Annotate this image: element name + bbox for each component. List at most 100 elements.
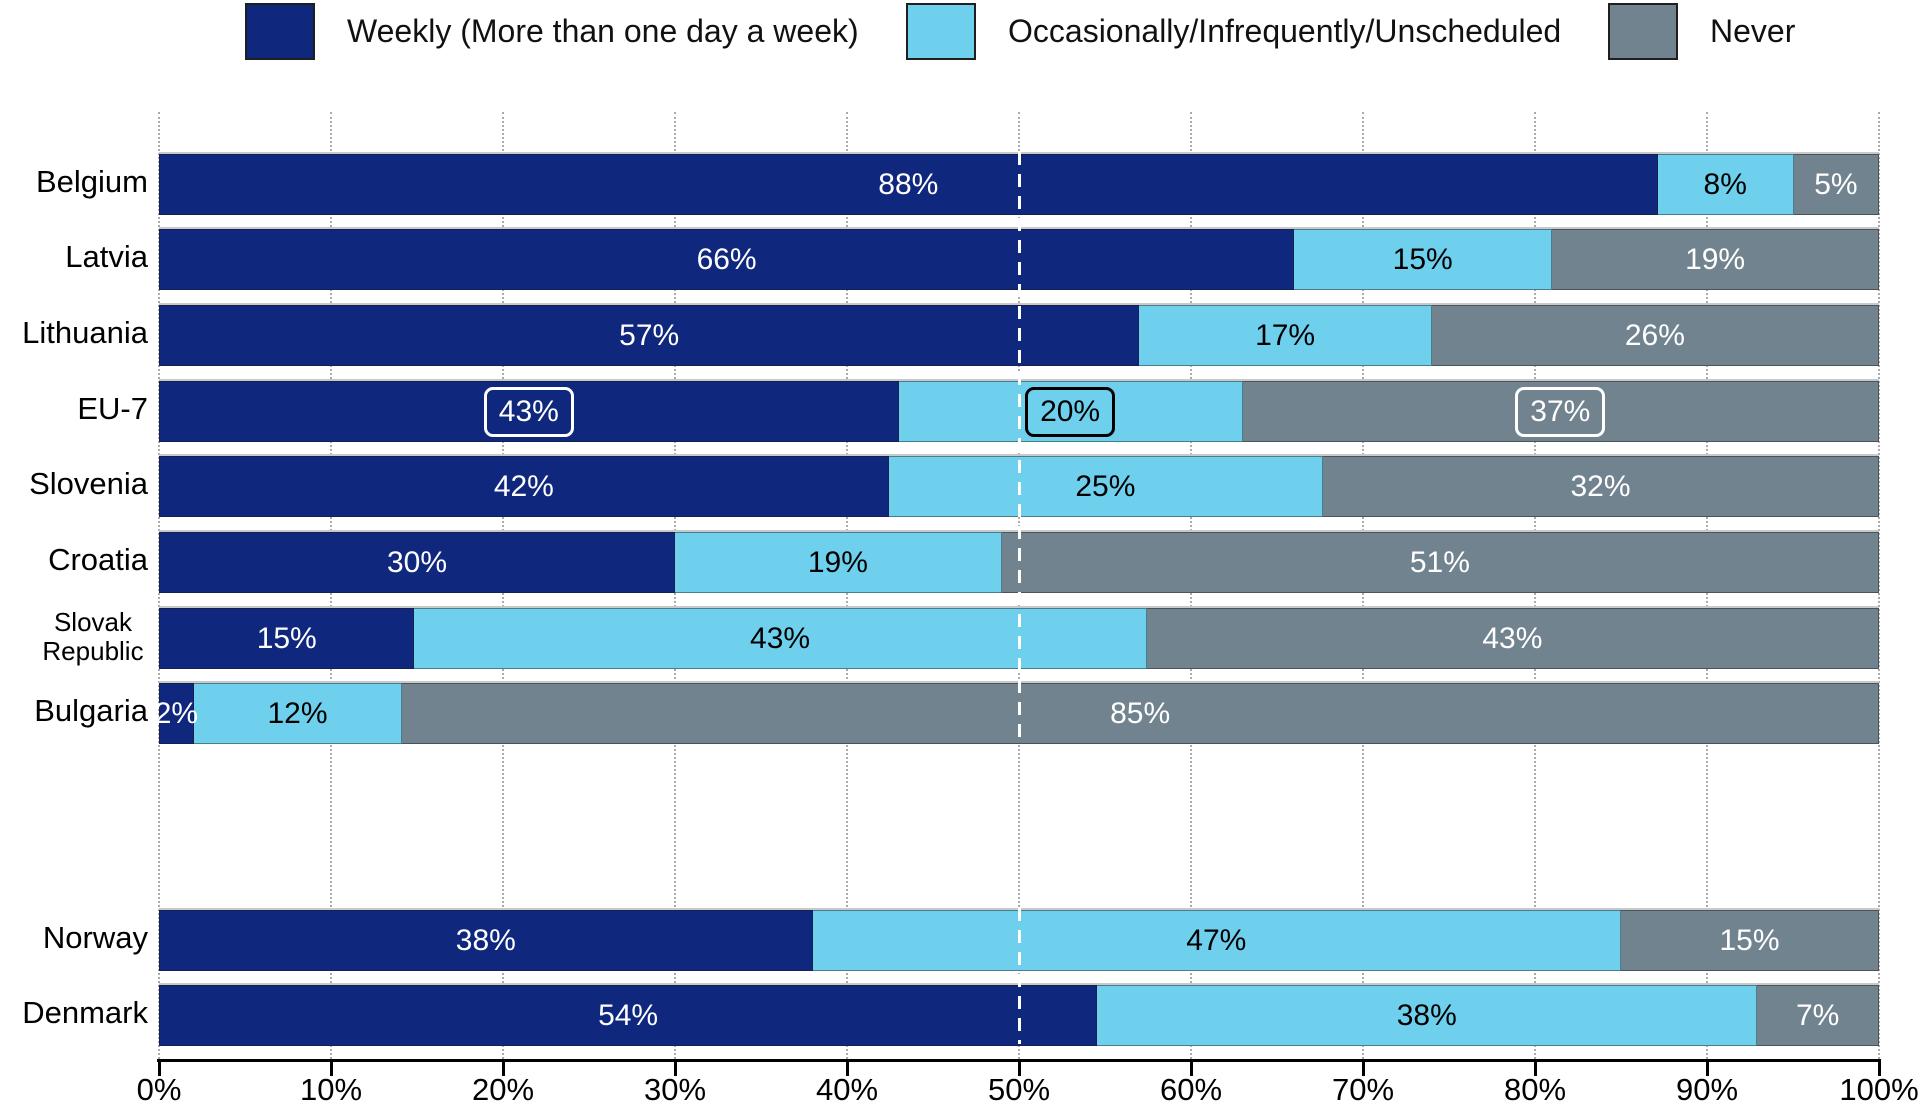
category-label-lithuania: Lithuania xyxy=(22,315,148,351)
bar-segment-eu-7-never: 37% xyxy=(1242,381,1879,442)
bar-latvia: 66% 15% 19% xyxy=(159,227,1879,290)
bar-segment-denmark-never: 7% xyxy=(1757,985,1879,1046)
bar-value-label: 26% xyxy=(1624,318,1685,352)
axis-tick xyxy=(673,1059,677,1076)
axis-tick xyxy=(1533,1059,1537,1076)
category-label-eu-7: EU-7 xyxy=(77,391,148,427)
bar-segment-slovak-republic-occasionally: 43% xyxy=(414,608,1147,669)
bar-value-label: 17% xyxy=(1255,318,1316,352)
bar-segment-belgium-weekly-: 88% xyxy=(159,154,1658,215)
legend-label-occasionally: Occasionally/Infrequently/Unscheduled xyxy=(1008,12,1562,49)
bar-value-label: 47% xyxy=(1186,923,1247,957)
bar-segment-lithuania-weekly-: 57% xyxy=(159,305,1140,366)
boxed-value-label: 20% xyxy=(1025,386,1116,437)
bar-value-label: 54% xyxy=(598,998,659,1032)
category-label-slovak-republic: Slovak Republic xyxy=(42,606,144,666)
bar-segment-slovak-republic-never: 43% xyxy=(1146,608,1879,669)
bar-value-label: 42% xyxy=(493,469,554,503)
axis-tick-label: 60% xyxy=(1159,1072,1223,1107)
bar-value-label: 38% xyxy=(1396,998,1457,1032)
bar-segment-croatia-weekly-: 30% xyxy=(159,532,675,593)
legend-label-weekly: Weekly (More than one day a week) xyxy=(347,12,859,49)
bar-slovak-republic: 15% 43% 43% xyxy=(159,606,1879,669)
bar-segment-bulgaria-weekly-: 2% xyxy=(154,683,199,744)
bar-segment-slovenia-weekly-: 42% xyxy=(159,456,889,517)
axis-tick xyxy=(157,1059,161,1076)
bar-segment-lithuania-never: 26% xyxy=(1431,305,1879,366)
bar-belgium: 88% 8% 5% xyxy=(159,152,1879,215)
axis-tick xyxy=(845,1059,849,1076)
bar-value-label: 15% xyxy=(1392,242,1453,276)
axis-tick-label: 50% xyxy=(987,1072,1051,1107)
reference-line-segment xyxy=(1017,908,1021,1044)
bar-segment-eu-7-weekly-: 43% xyxy=(159,381,899,442)
category-label-croatia: Croatia xyxy=(48,542,148,578)
legend-item-occasionally: Occasionally/Infrequently/Unscheduled xyxy=(906,0,1561,62)
axis-tick-label: 80% xyxy=(1503,1072,1567,1107)
category-label-norway: Norway xyxy=(42,920,148,956)
legend-swatch-occasionally xyxy=(906,2,976,60)
category-label-belgium: Belgium xyxy=(36,164,148,200)
bar-value-label: 37% xyxy=(1243,382,1878,441)
bar-value-label: 43% xyxy=(160,382,898,441)
category-label-latvia: Latvia xyxy=(65,239,148,275)
axis-tick-label: 40% xyxy=(815,1072,879,1107)
bar-segment-slovenia-never: 32% xyxy=(1323,456,1879,517)
bar-value-label: 15% xyxy=(256,621,317,655)
boxed-value-label: 37% xyxy=(1515,386,1606,437)
axis-tick-label: 90% xyxy=(1675,1072,1739,1107)
axis-tick xyxy=(1705,1059,1709,1076)
bar-segment-bulgaria-occasionally: 12% xyxy=(193,683,403,744)
bar-value-label: 20% xyxy=(899,382,1242,441)
axis-tick-label: 10% xyxy=(299,1072,363,1107)
bar-value-label: 32% xyxy=(1570,469,1631,503)
bar-segment-bulgaria-never: 85% xyxy=(402,683,1879,744)
reference-line-segment xyxy=(1017,152,1021,742)
category-label-bulgaria: Bulgaria xyxy=(34,693,148,729)
bar-segment-denmark-weekly-: 54% xyxy=(159,985,1098,1046)
bar-segment-eu-7-occasionally: 20% xyxy=(898,381,1243,442)
axis-tick-label: 100% xyxy=(1839,1072,1919,1107)
bar-value-label: 19% xyxy=(1685,242,1746,276)
bar-segment-lithuania-occasionally: 17% xyxy=(1139,305,1432,366)
bar-value-label: 88% xyxy=(878,167,939,201)
boxed-value-label: 43% xyxy=(483,386,574,437)
category-label-denmark: Denmark xyxy=(22,995,148,1031)
axis-tick xyxy=(329,1059,333,1076)
bar-segment-belgium-never: 5% xyxy=(1793,154,1879,215)
legend-swatch-weekly xyxy=(245,2,315,60)
bar-segment-norway-never: 15% xyxy=(1621,910,1879,971)
bar-segment-latvia-never: 19% xyxy=(1552,229,1879,290)
bar-value-label: 2% xyxy=(154,696,199,730)
bar-value-label: 15% xyxy=(1719,923,1780,957)
axis-tick xyxy=(1189,1059,1193,1076)
axis-tick-label: 0% xyxy=(136,1072,182,1107)
category-label-slovenia: Slovenia xyxy=(29,466,148,502)
bar-value-label: 25% xyxy=(1075,469,1136,503)
bar-value-label: 19% xyxy=(807,545,868,579)
legend-item-weekly: Weekly (More than one day a week) xyxy=(245,0,859,62)
bar-value-label: 85% xyxy=(1110,696,1171,730)
bar-segment-latvia-occasionally: 15% xyxy=(1294,229,1553,290)
bar-segment-croatia-never: 51% xyxy=(1001,532,1879,593)
axis-tick xyxy=(1877,1059,1881,1076)
bar-value-label: 66% xyxy=(696,242,757,276)
gridline xyxy=(1878,112,1880,1059)
axis-tick-label: 70% xyxy=(1331,1072,1395,1107)
bar-value-label: 7% xyxy=(1796,998,1840,1032)
bar-segment-latvia-weekly-: 66% xyxy=(159,229,1295,290)
axis-tick-label: 30% xyxy=(643,1072,707,1107)
bar-value-label: 57% xyxy=(619,318,680,352)
axis-tick xyxy=(1361,1059,1365,1076)
bar-value-label: 12% xyxy=(267,696,328,730)
bar-value-label: 43% xyxy=(1482,621,1543,655)
axis-tick xyxy=(1017,1059,1021,1076)
axis-tick-label: 20% xyxy=(471,1072,535,1107)
bar-segment-slovenia-occasionally: 25% xyxy=(888,456,1324,517)
bar-value-label: 38% xyxy=(455,923,516,957)
bar-value-label: 8% xyxy=(1703,167,1747,201)
bar-value-label: 51% xyxy=(1409,545,1470,579)
bar-value-label: 30% xyxy=(386,545,448,579)
axis-tick xyxy=(501,1059,505,1076)
